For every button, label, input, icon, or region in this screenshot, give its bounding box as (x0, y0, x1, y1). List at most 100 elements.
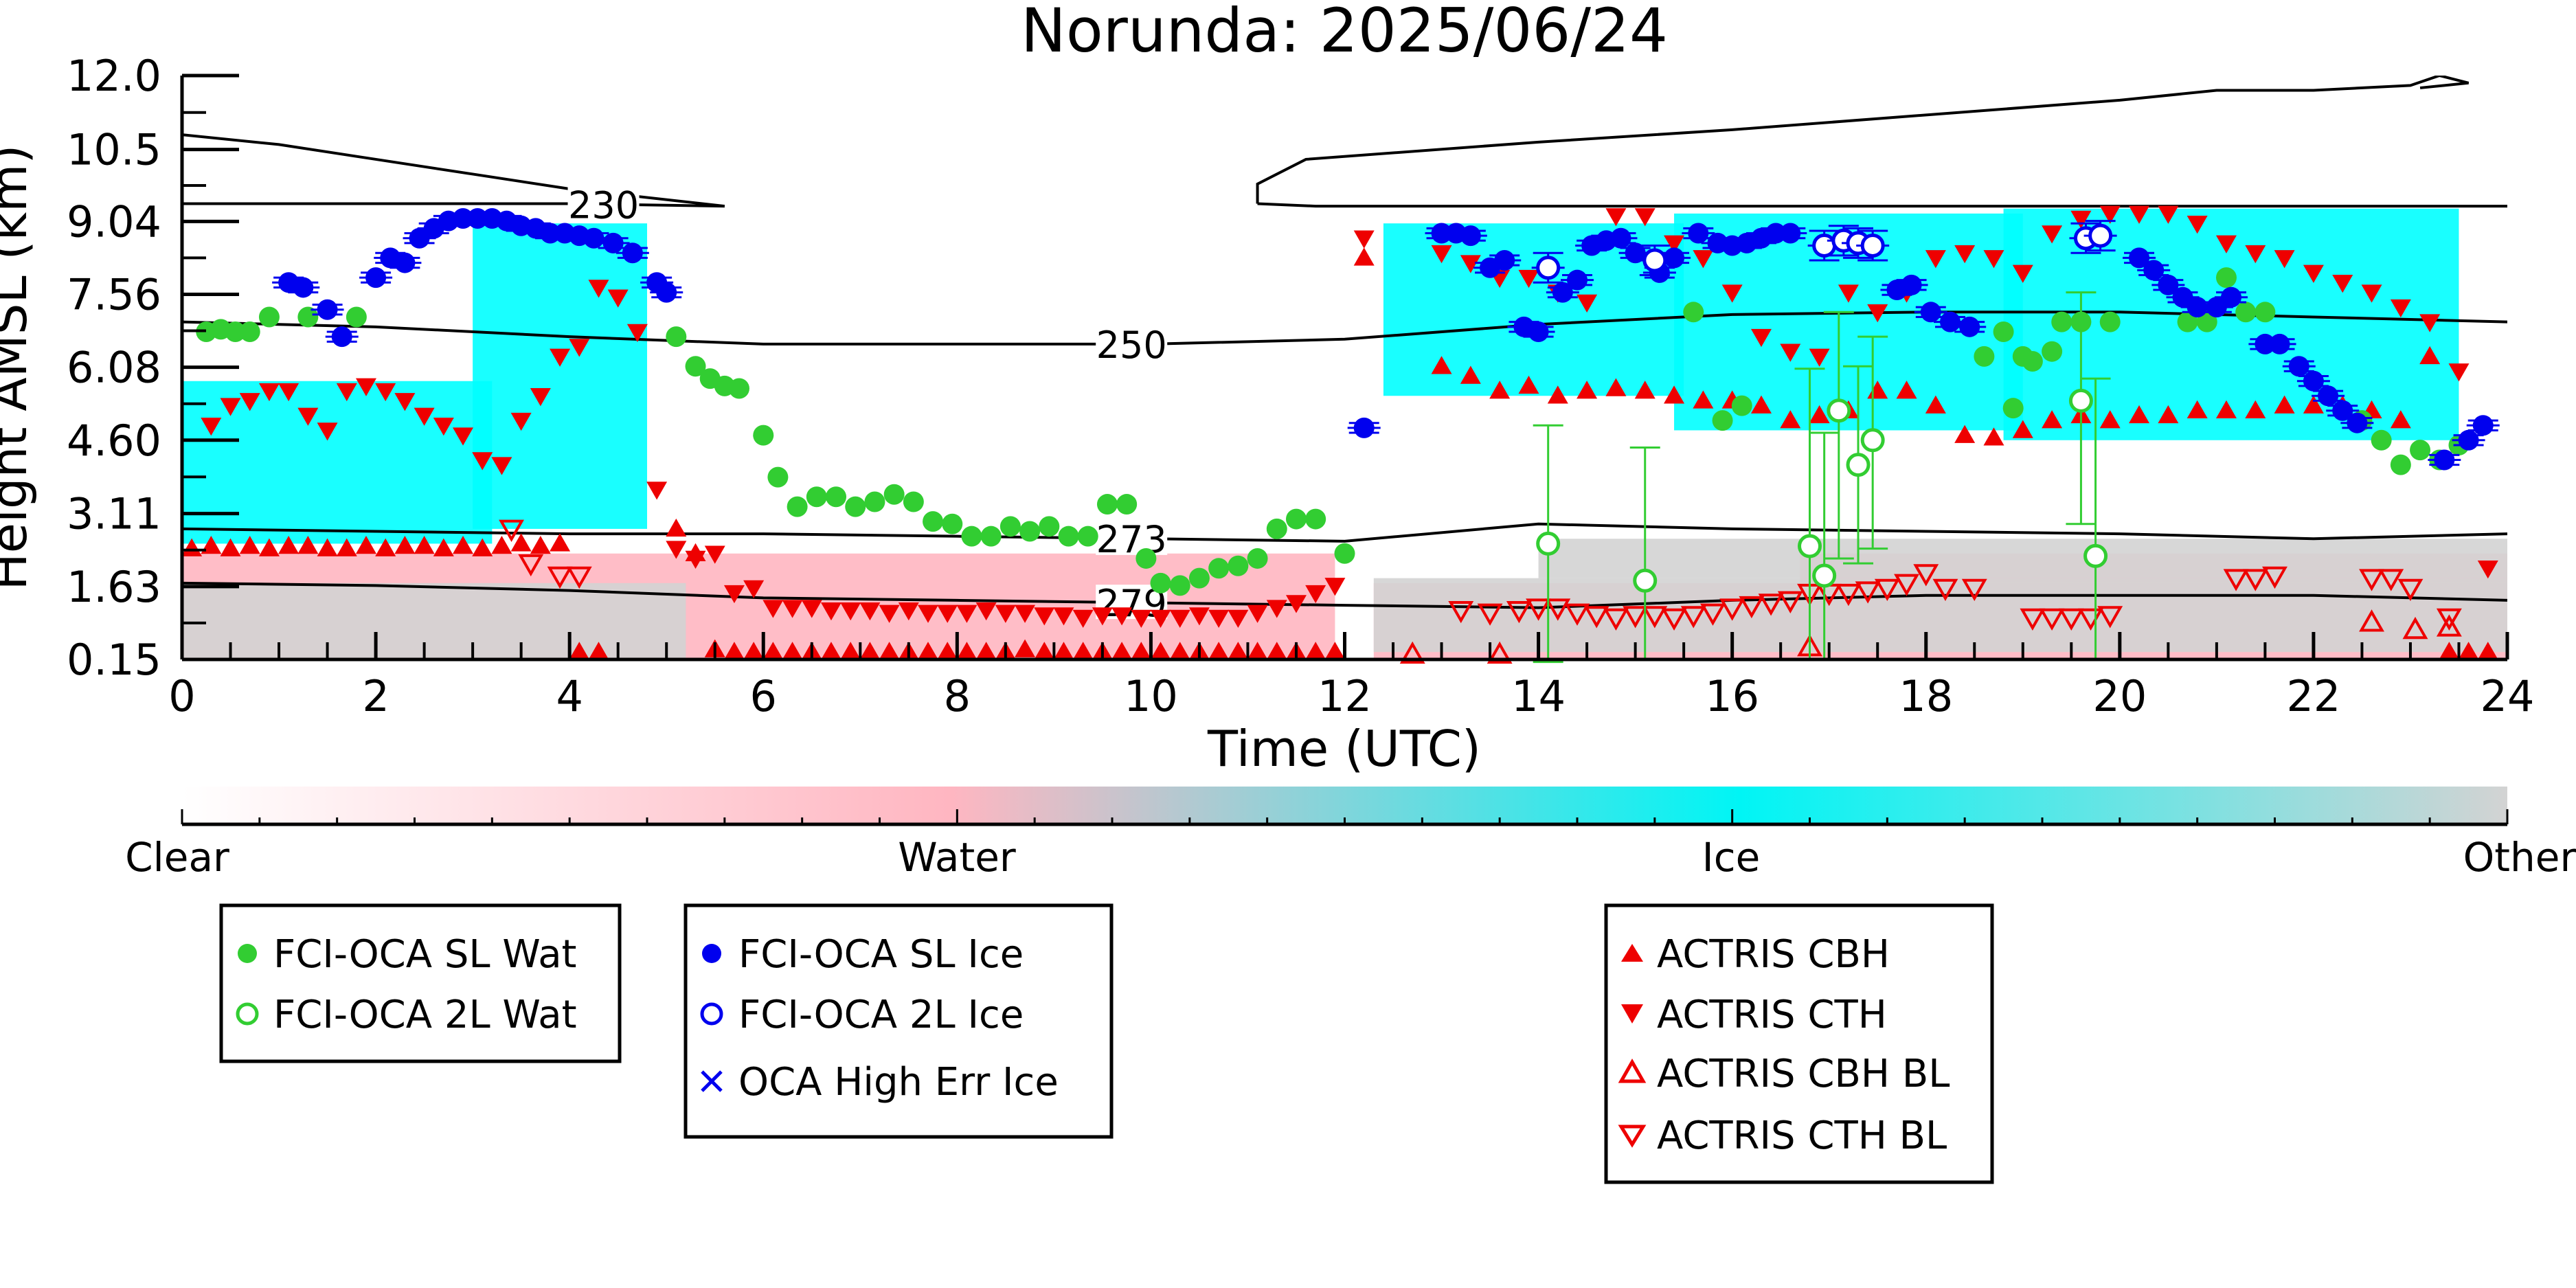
fci-oca-sl-wat-point (258, 306, 280, 328)
actris-cbh-point (239, 536, 260, 554)
x-axis-label: Time (UTC) (1207, 720, 1481, 778)
fci-oca-sl-ice-point (1528, 321, 1549, 342)
actris-cth-bl-point (1583, 606, 1609, 629)
fci-oca-sl-wat-point (2177, 311, 2198, 332)
actris-cbh-point (2439, 642, 2460, 660)
y-tick-label-4.60: 4.60 (67, 416, 161, 466)
fci-oca-sl-wat-point (923, 511, 944, 532)
legend-water-box (219, 903, 622, 1063)
actris-cth-point (2419, 314, 2441, 332)
fci-oca-sl-wat-point (806, 486, 827, 508)
actris-cth-bl-point (2378, 569, 2404, 591)
fci-oca-sl-wat-point (1039, 516, 1060, 537)
actris-cbh-point (375, 538, 396, 556)
actris-cth-point (1188, 607, 1210, 626)
fci-oca-sl-ice-point (1688, 223, 1709, 244)
actris-cbh-bl-point (2402, 616, 2428, 640)
actris-cth-point (1925, 250, 1946, 269)
actris-cth-point (1431, 245, 1452, 264)
contour-230-label-bg (567, 186, 640, 221)
fci-oca-sl-wat-point (1247, 547, 1268, 569)
actris-cth-point (530, 387, 551, 407)
fci-oca-sl-wat-point (2255, 302, 2276, 323)
actris-cbh-bl-point (2436, 614, 2462, 637)
actris-cbh-point (2303, 395, 2324, 414)
fci-oca-sl-ice-point (394, 252, 416, 273)
fci-oca-sl-ice-point (1552, 282, 1573, 303)
actris-cbh-point (394, 536, 416, 554)
actris-cth-point (1693, 250, 1714, 269)
legend-marker-cth-bl (1618, 1125, 1647, 1148)
fci-oca-sl-wat-point (787, 496, 808, 517)
x-tick-label-20: 20 (2092, 671, 2147, 721)
actris-cbh-point (336, 538, 357, 556)
actris-cth-point (1460, 255, 1481, 273)
legend-label-cbh: ACTRIS CBH (1657, 932, 1890, 977)
legend-label-cth: ACTRIS CTH (1657, 993, 1887, 1037)
actris-cth-point (278, 383, 300, 402)
fci-oca-sl-ice-point (1959, 316, 1980, 337)
fci-oca-sl-ice-point (1920, 302, 1941, 323)
actris-cbh-point (666, 518, 687, 537)
fci-oca-sl-ice-point (2221, 286, 2242, 308)
fci-oca-sl-wat-point (767, 466, 789, 488)
actris-cth-point (782, 600, 803, 618)
actris-cbh-point (975, 642, 997, 660)
fci-oca-sl-wat-point (1150, 572, 1171, 594)
actris-cth-point (2070, 210, 2092, 229)
actris-cth-bl-point (1506, 601, 1532, 624)
actris-cth-point (1750, 328, 1772, 348)
fci-oca-sl-wat-point (753, 425, 774, 446)
fci-oca-sl-ice-point (1780, 223, 1801, 244)
actris-cth-point (1247, 605, 1268, 623)
fci-oca-2l-ice-point (1812, 233, 1837, 258)
x-tick-label-24: 24 (2481, 671, 2535, 721)
fci-oca-sl-wat-point (1208, 558, 1230, 579)
fci-oca-sl-wat-point (1334, 543, 1355, 564)
actris-cth-point (1780, 343, 1801, 362)
actris-cth-point (1305, 585, 1326, 604)
legend-label-cbh-bl: ACTRIS CBH BL (1657, 1052, 1950, 1096)
legend-marker-cbh (1621, 944, 1643, 962)
actris-cth-point (1092, 607, 1113, 626)
x-tick-label-4: 4 (556, 671, 583, 721)
actris-cth-bl-point (1874, 578, 1900, 602)
actris-cth-bl-point (1642, 606, 1668, 629)
actris-cbh-point (510, 533, 532, 552)
actris-cbh-point (820, 642, 841, 660)
actris-cbh-point (1460, 365, 1481, 384)
y-tick-label-3.11: 3.11 (67, 489, 161, 539)
actris-cth-point (2332, 275, 2353, 293)
fci-oca-sl-wat-point (2215, 267, 2237, 289)
fci-oca-sl-wat-point (1266, 518, 1287, 539)
actris-cth-bl-point (1961, 578, 1987, 602)
fci-oca-sl-wat-point (980, 526, 1002, 547)
actris-cbh-point (1111, 642, 1133, 660)
legend-label-2l-wat: FCI-OCA 2L Wat (273, 993, 577, 1037)
actris-cbh-point (472, 538, 493, 556)
fci-oca-sl-ice-point (2472, 415, 2494, 436)
actris-cbh-point (1577, 381, 1598, 399)
fci-oca-sl-wat-point (1974, 346, 1995, 367)
legend-ice-box (683, 903, 1114, 1139)
fci-oca-sl-wat-point (1136, 547, 1157, 569)
actris-cth-point (1577, 294, 1598, 313)
actris-cbh-point (491, 536, 512, 554)
fci-oca-sl-ice-point (2303, 370, 2324, 392)
actris-cth-point (1867, 304, 1888, 323)
fci-oca-2l-ice-point (1860, 233, 1885, 258)
contour-230-label: 230 (568, 183, 639, 227)
x-ticks: 0 2 4 6 8 10 12 14 16 18 20 22 24 (168, 632, 2534, 721)
actris-cbh-point (1034, 642, 1055, 660)
actris-cbh-point (1547, 385, 1568, 404)
fci-oca-sl-ice-point (1353, 417, 1375, 438)
y-tick-label-7.56: 7.56 (67, 269, 161, 319)
actris-cbh-point (258, 538, 280, 556)
actris-cbh-point (1605, 378, 1627, 396)
actris-cbh-point (1896, 381, 1917, 399)
actris-cth-bl-point (2058, 608, 2084, 631)
actris-cth-bl-point (2397, 578, 2424, 602)
legend-marker-sl-wat (238, 944, 257, 963)
fci-oca-sl-ice-point (293, 277, 314, 298)
x-tick-label-22: 22 (2286, 671, 2340, 721)
